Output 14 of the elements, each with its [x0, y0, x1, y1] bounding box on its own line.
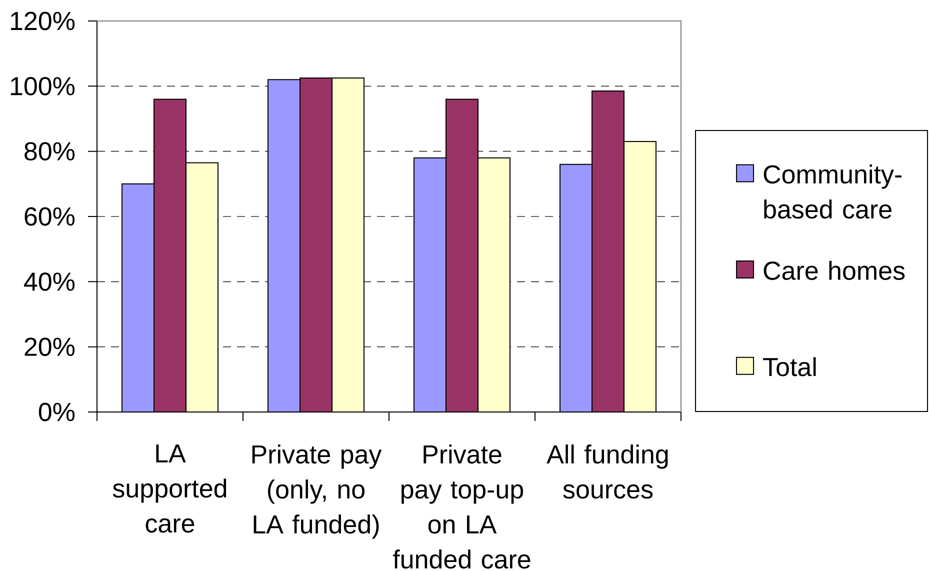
- x-tick-label: Private pay top-up on LA funded care: [392, 444, 530, 569]
- y-tick-label: 100%: [10, 76, 75, 96]
- y-tick-label: 80%: [24, 142, 75, 161]
- x-tick-label: All funding sources: [546, 444, 668, 499]
- x-tick-label: LA supported care: [112, 444, 226, 533]
- legend-label: Community-based care: [764, 164, 902, 219]
- y-tick-label: 0%: [38, 402, 75, 422]
- y-tick-label: 120%: [10, 12, 75, 30]
- legend-label: Total: [763, 357, 816, 376]
- y-tick-label: 60%: [24, 207, 75, 226]
- x-tick-label: Private pay (only, no LA funded): [252, 444, 382, 539]
- legend-label: Care homes: [764, 260, 905, 280]
- y-tick-label: 40%: [24, 272, 75, 291]
- y-tick-label: 20%: [24, 338, 75, 356]
